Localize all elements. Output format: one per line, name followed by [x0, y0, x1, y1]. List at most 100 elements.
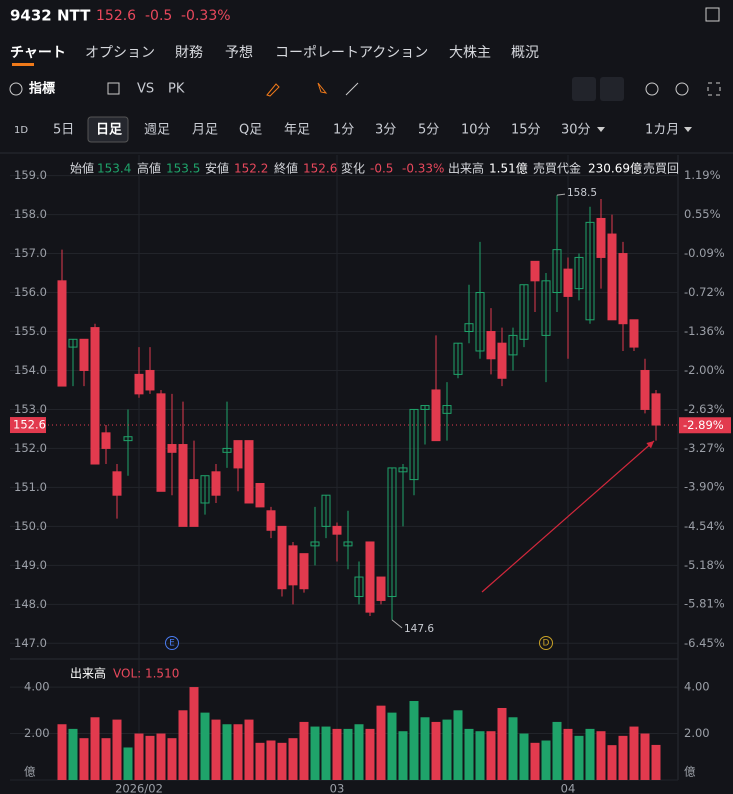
timeframe[interactable]: 1分	[333, 123, 354, 138]
indicator-icon[interactable]	[9, 82, 23, 96]
next-button[interactable]	[600, 77, 624, 101]
x-tick-label: 03	[330, 782, 345, 794]
candle-body	[541, 280, 551, 336]
candle-body	[497, 342, 507, 379]
fullscreen-icon[interactable]	[707, 82, 721, 96]
tab[interactable]: チャート	[10, 45, 66, 61]
dropdown-caret	[684, 127, 692, 132]
candle-body	[398, 467, 408, 473]
candle-body	[277, 525, 287, 590]
y-tick-label: 150.0	[14, 519, 47, 533]
volume-bar	[541, 740, 551, 780]
tab[interactable]: コーポレートアクション	[275, 45, 428, 61]
candle-body	[90, 327, 100, 465]
timeframe[interactable]: 年足	[284, 123, 310, 138]
y-tick-label: 151.0	[14, 480, 47, 494]
timeframe[interactable]: 日足	[96, 123, 123, 138]
event-label: E	[169, 639, 175, 649]
info-value: 152.6	[303, 162, 337, 176]
candle-body	[101, 432, 111, 449]
pen-icon[interactable]	[266, 83, 280, 97]
timeframe[interactable]: 5日	[53, 123, 74, 138]
candle-body	[618, 253, 628, 325]
timeframe[interactable]: 15分	[511, 123, 541, 138]
volume-legend: VOL: 1.510	[113, 667, 179, 681]
rect-icon[interactable]	[107, 82, 120, 95]
tab[interactable]: 概況	[511, 45, 539, 61]
candle-body	[299, 553, 309, 590]
volume-bar	[530, 742, 540, 780]
tab[interactable]: 予想	[225, 45, 253, 61]
tab[interactable]: オプション	[85, 45, 155, 61]
change-pct: -0.33%	[181, 8, 231, 24]
tool-label[interactable]: PK	[168, 82, 185, 97]
candle-body	[310, 541, 320, 547]
tool-label[interactable]: VS	[137, 82, 154, 97]
timeframe[interactable]: 10分	[461, 123, 491, 138]
info-value: 153.4	[97, 162, 131, 176]
last-pct-label: -2.89%	[683, 418, 724, 432]
tool-label[interactable]: 指標	[29, 81, 55, 97]
candle-body	[178, 444, 188, 527]
candle-body	[343, 541, 353, 547]
candle-body	[211, 471, 221, 496]
y2-tick-label: -3.27%	[684, 441, 725, 455]
volume-title: 出来高	[70, 666, 106, 681]
event-label: D	[543, 639, 550, 649]
cursor-icon[interactable]	[317, 82, 328, 94]
y-tick-label: 2.00	[684, 726, 710, 740]
info-value: 152.2	[234, 162, 268, 176]
dropdown-caret	[597, 127, 605, 132]
symbol: 9432 NTT	[10, 7, 91, 25]
y-tick-label: 156.0	[14, 285, 47, 299]
y2-tick-label: 0.55%	[684, 207, 721, 221]
max-leader	[556, 193, 566, 196]
info-label: 変化	[341, 161, 365, 176]
volume-bar	[552, 721, 562, 780]
exit-icon[interactable]	[705, 7, 720, 22]
timeframe[interactable]: 3分	[375, 123, 396, 138]
candle-body	[233, 440, 243, 469]
tab[interactable]: 大株主	[449, 45, 491, 61]
y-tick-label: 157.0	[14, 246, 47, 260]
y2-tick-label: -4.54%	[684, 519, 725, 533]
y2-tick-label: 1.19%	[684, 168, 721, 182]
candle-body	[189, 479, 199, 527]
candle-body	[442, 405, 452, 414]
timeframe[interactable]: 1カ月	[645, 123, 679, 138]
y2-tick-label: -0.72%	[684, 285, 725, 299]
timeframe[interactable]: Q足	[239, 123, 262, 138]
line-tool[interactable]	[345, 82, 359, 96]
timeframe[interactable]: 週足	[144, 123, 170, 138]
volume-bar	[57, 724, 67, 780]
candle-body	[607, 233, 617, 321]
candle-body	[508, 334, 518, 356]
timeframe[interactable]: 月足	[192, 123, 218, 138]
y2-tick-label: -1.36%	[684, 324, 725, 338]
timeframe[interactable]: 5分	[418, 123, 439, 138]
tab[interactable]: 財務	[175, 45, 203, 61]
event-marker[interactable]	[539, 636, 553, 650]
volume-bar	[112, 719, 122, 780]
camera-icon[interactable]	[645, 82, 659, 96]
timeframe[interactable]: 30分	[561, 123, 591, 138]
candle-body	[332, 525, 342, 535]
timeframes: 1D 5日 日足 週足 月足 Q足 年足 1分 3分 5分 10分 15分 30分 1カ月	[14, 123, 692, 138]
volume-bar	[596, 731, 606, 780]
volume-bar	[288, 738, 298, 780]
settings-icon[interactable]	[675, 82, 689, 96]
prev-button[interactable]	[572, 77, 596, 101]
volume-bar	[321, 726, 331, 780]
volume-bar	[618, 735, 628, 780]
candle-body	[519, 284, 529, 340]
y-tick-label: 154.0	[14, 363, 47, 377]
volume-bar	[607, 745, 617, 780]
volume-bar	[431, 721, 441, 780]
event-marker[interactable]	[165, 636, 179, 650]
info-label: 安値	[205, 161, 229, 176]
info-value: -0.5	[370, 162, 393, 176]
y2-tick-label: -6.45%	[684, 636, 725, 650]
volume-bar	[464, 728, 474, 780]
timeframe[interactable]: 1D	[14, 125, 28, 136]
volume-bar	[387, 712, 397, 780]
